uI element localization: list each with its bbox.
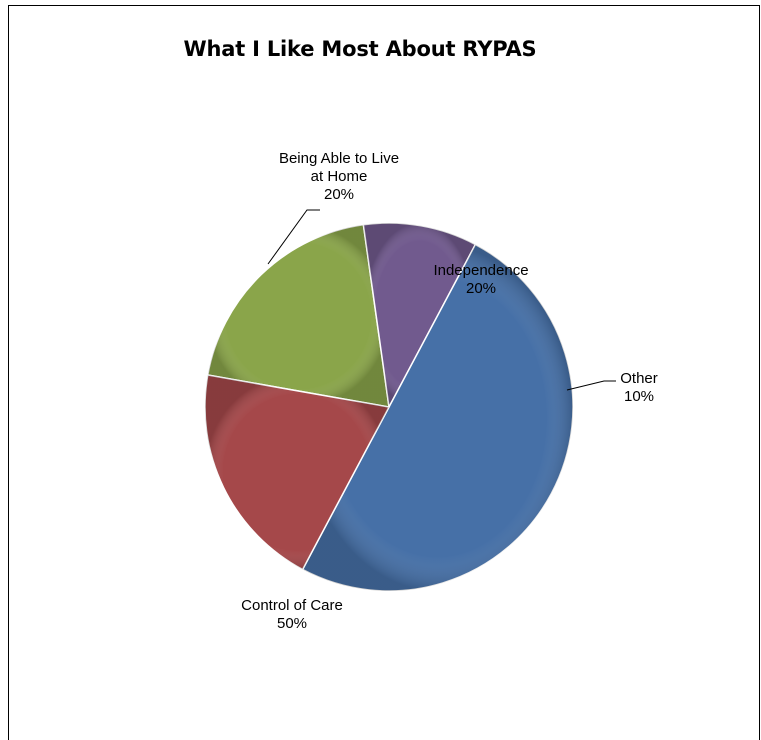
slice-label-2-line-0: Control of Care — [241, 597, 343, 614]
slice-label-1-line-0: Other — [620, 370, 658, 387]
leader-line-3 — [267, 209, 320, 265]
pie-slice-shade-1 — [363, 223, 476, 407]
pie-slice-shade-3 — [205, 375, 389, 570]
slice-label-0-line-0: Independence — [433, 262, 528, 279]
chart-title: What I Like Most About RYPAS — [183, 37, 537, 61]
slice-label-3-line-0: Being Able to Live — [279, 150, 399, 167]
slice-value-label-0: 20% — [466, 280, 496, 297]
pie-slice-shade-0 — [207, 224, 389, 407]
slice-value-label-3: 20% — [324, 186, 354, 203]
slice-value-label-2: 50% — [277, 615, 307, 632]
slice-label-3-line-1: at Home — [311, 168, 368, 185]
pie-slice-shade-2 — [302, 244, 573, 591]
leader-line-1 — [566, 380, 616, 391]
slice-value-label-1: 10% — [624, 388, 654, 405]
